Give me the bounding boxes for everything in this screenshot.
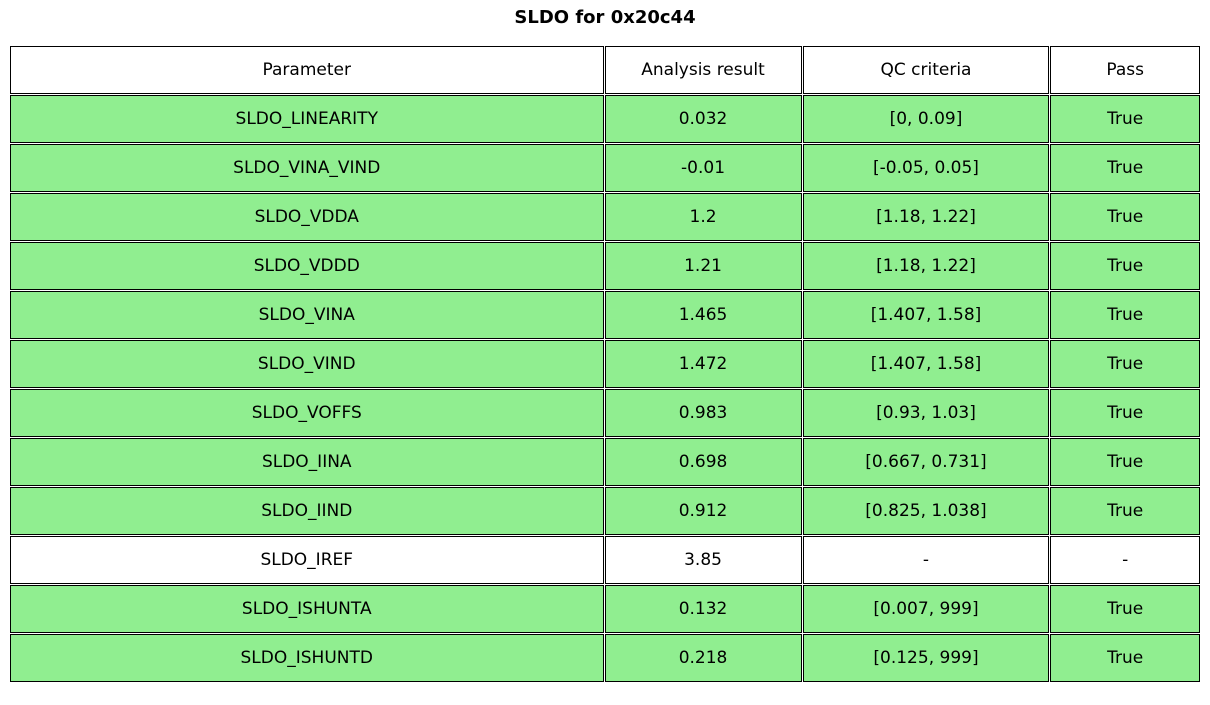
- cell-pass: True: [1050, 291, 1200, 339]
- cell-result: 1.2: [604, 193, 802, 241]
- cell-pass: True: [1050, 487, 1200, 535]
- cell-pass: True: [1050, 95, 1200, 143]
- qc-table: Parameter Analysis result QC criteria Pa…: [9, 45, 1201, 683]
- cell-pass: -: [1050, 536, 1200, 584]
- header-row: Parameter Analysis result QC criteria Pa…: [10, 46, 1200, 94]
- cell-result: -0.01: [604, 144, 802, 192]
- table-row: SLDO_VDDA 1.2 [1.18, 1.22] True: [10, 193, 1200, 241]
- cell-result: 0.218: [604, 634, 802, 682]
- cell-parameter: SLDO_VOFFS: [10, 389, 604, 437]
- cell-parameter: SLDO_VDDA: [10, 193, 604, 241]
- cell-parameter: SLDO_VIND: [10, 340, 604, 388]
- cell-criteria: [1.18, 1.22]: [802, 193, 1050, 241]
- column-header-analysis-result: Analysis result: [604, 46, 802, 94]
- cell-result: 0.032: [604, 95, 802, 143]
- cell-parameter: SLDO_VINA: [10, 291, 604, 339]
- column-header-parameter: Parameter: [10, 46, 604, 94]
- page-title: SLDO for 0x20c44: [514, 7, 696, 28]
- cell-pass: True: [1050, 634, 1200, 682]
- cell-result: 1.21: [604, 242, 802, 290]
- cell-result: 0.983: [604, 389, 802, 437]
- table-row: SLDO_IREF 3.85- -: [10, 536, 1200, 584]
- cell-criteria: [0.825, 1.038]: [802, 487, 1050, 535]
- table-row: SLDO_VIND 1.472 [1.407, 1.58] True: [10, 340, 1200, 388]
- table-row: SLDO_VOFFS 0.983 [0.93, 1.03] True: [10, 389, 1200, 437]
- cell-result: 1.472: [604, 340, 802, 388]
- cell-pass: True: [1050, 585, 1200, 633]
- cell-criteria: [1.18, 1.22]: [802, 242, 1050, 290]
- table-row: SLDO_IINA 0.698 [0.667, 0.731] True: [10, 438, 1200, 486]
- table-row: SLDO_VINA_VIND -0.01 [-0.05, 0.05] True: [10, 144, 1200, 192]
- cell-parameter: SLDO_IREF: [10, 536, 604, 584]
- cell-parameter: SLDO_ISHUNTD: [10, 634, 604, 682]
- table-row: SLDO_IIND 0.912 [0.825, 1.038] True: [10, 487, 1200, 535]
- cell-parameter: SLDO_LINEARITY: [10, 95, 604, 143]
- cell-criteria: [1.407, 1.58]: [802, 291, 1050, 339]
- cell-parameter: SLDO_VINA_VIND: [10, 144, 604, 192]
- cell-parameter: SLDO_IINA: [10, 438, 604, 486]
- cell-criteria: [0, 0.09]: [802, 95, 1050, 143]
- cell-parameter: SLDO_IIND: [10, 487, 604, 535]
- cell-result: 3.85: [604, 536, 802, 584]
- cell-criteria: [-0.05, 0.05]: [802, 144, 1050, 192]
- cell-pass: True: [1050, 438, 1200, 486]
- cell-parameter: SLDO_ISHUNTA: [10, 585, 604, 633]
- table-row: SLDO_ISHUNTA 0.132 [0.007, 999] True: [10, 585, 1200, 633]
- cell-criteria: [0.125, 999]: [802, 634, 1050, 682]
- cell-result: 1.465: [604, 291, 802, 339]
- cell-result: 0.132: [604, 585, 802, 633]
- cell-pass: True: [1050, 144, 1200, 192]
- cell-criteria: [1.407, 1.58]: [802, 340, 1050, 388]
- qc-table-body: SLDO_LINEARITY 0.032 [0, 0.09] True SLDO_VIN…: [10, 95, 1200, 682]
- column-header-pass: Pass: [1050, 46, 1200, 94]
- cell-parameter: SLDO_VDDD: [10, 242, 604, 290]
- table-row: SLDO_VINA 1.465 [1.407, 1.58] True: [10, 291, 1200, 339]
- column-header-qc-criteria: QC criteria: [802, 46, 1050, 94]
- table-row: SLDO_LINEARITY 0.032 [0, 0.09] True: [10, 95, 1200, 143]
- cell-pass: True: [1050, 389, 1200, 437]
- cell-pass: True: [1050, 193, 1200, 241]
- cell-criteria: -: [802, 536, 1050, 584]
- table-row: SLDO_ISHUNTD 0.218 [0.125, 999] True: [10, 634, 1200, 682]
- cell-result: 0.698: [604, 438, 802, 486]
- cell-criteria: [0.93, 1.03]: [802, 389, 1050, 437]
- cell-criteria: [0.007, 999]: [802, 585, 1050, 633]
- table-row: SLDO_VDDD 1.21 [1.18, 1.22] True: [10, 242, 1200, 290]
- cell-pass: True: [1050, 242, 1200, 290]
- cell-criteria: [0.667, 0.731]: [802, 438, 1050, 486]
- cell-result: 0.912: [604, 487, 802, 535]
- cell-pass: True: [1050, 340, 1200, 388]
